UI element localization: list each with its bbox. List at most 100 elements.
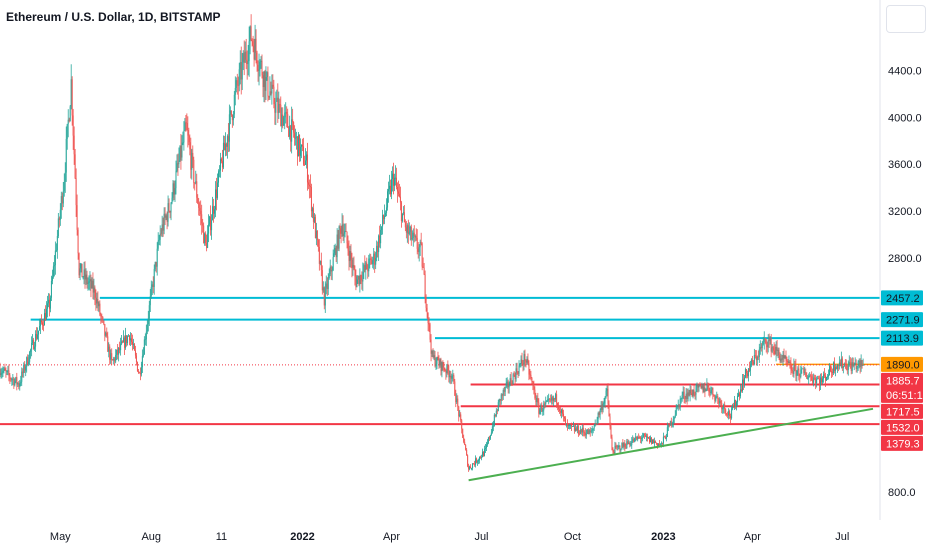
chart-settings-box[interactable] [886,5,926,33]
candle-body-743 [734,399,736,408]
candle-body-739 [730,416,732,419]
candle-body-803 [793,364,795,374]
candle-body-314 [309,186,311,188]
candle-body-328 [323,287,325,306]
candle-body-86 [84,269,86,280]
candle-body-64 [62,191,64,204]
candle-body-540 [533,385,535,390]
candle-body-121 [119,347,121,351]
candle-body-100 [98,303,100,307]
candle-body-36 [35,334,37,347]
candle-body-595 [587,429,589,435]
candle-body-323 [318,246,320,264]
candle-body-836 [826,377,828,381]
candle-body-662 [653,441,655,444]
candle-body-288 [284,112,286,118]
candle-body-706 [697,385,699,388]
candle-body-493 [486,442,488,445]
candle-body-272 [268,96,270,98]
candle-body-584 [576,426,578,431]
candle-body-841 [830,371,832,373]
candle-body-352 [347,243,349,251]
bar-countdown: 06:51:10 [886,390,929,402]
candle-body-228 [224,143,226,151]
candle-body-673 [664,436,666,439]
candle-body-176 [173,183,175,195]
candle-body-865 [854,362,856,364]
candle-body-65 [63,181,65,192]
candle-body-68 [66,124,68,139]
price-tag-label-0: 2457.2 [886,293,920,305]
candle-body-707 [698,385,700,388]
candle-body-560 [553,398,555,401]
candle-body-123 [121,341,123,344]
candle-body-868 [857,361,859,367]
time-tick-label-4: Apr [383,531,400,543]
candle-body-77 [75,178,77,206]
candle-body-737 [728,411,730,416]
candle-body-418 [412,232,414,239]
price-tag-6: 1532.0 [881,419,923,435]
candle-body-239 [235,80,237,88]
candle-body-568 [561,409,563,413]
candle-body-620 [612,450,614,452]
candle-body-414 [408,231,410,234]
candle-body-367 [362,271,364,282]
candle-body-376 [371,259,373,265]
candle-body-107 [105,332,107,336]
candle-body-151 [148,305,150,319]
candle-body-198 [195,181,197,184]
candle-body-569 [562,409,564,414]
candle-body-299 [295,137,297,139]
candle-body-661 [653,439,655,444]
candle-body-267 [263,71,265,88]
candle-body-642 [634,438,636,442]
candle-body-456 [450,375,452,379]
candle-body-683 [674,414,676,418]
candle-body-793 [783,354,785,359]
candle-body-297 [293,122,295,133]
candle-body-825 [815,377,817,384]
candle-body-638 [630,444,632,446]
candle-body-727 [718,398,720,404]
candle-body-812 [802,368,804,370]
candle-body-690 [681,394,683,399]
candle-body-401 [395,177,397,187]
candle-body-736 [727,414,729,416]
candle-body-57 [55,250,57,252]
candle-body-31 [30,349,32,352]
time-axis[interactable]: May Aug 11 2022 Apr Jul Oct 2023 Apr Jul [50,531,849,543]
candle-body-804 [794,364,796,366]
candle-body-801 [791,370,793,372]
candle-body-767 [757,356,759,358]
candle-body-261 [257,64,259,71]
candle-body-189 [186,123,188,131]
candle-body-334 [329,266,331,275]
candle-body-702 [693,389,695,395]
candle-body-487 [480,457,482,459]
candle-body-126 [124,337,126,348]
candle-body-581 [573,426,575,431]
candle-body-113 [111,353,113,360]
candle-body-340 [335,247,337,258]
candle-body-534 [527,358,529,364]
support-trendline[interactable] [468,407,874,482]
time-tick-label-5: Jul [474,531,488,543]
candle-body-266 [262,75,264,88]
candle-body-220 [217,182,219,198]
candle-body-740 [731,408,733,419]
candle-body-648 [640,437,642,440]
candle-body-398 [392,173,394,186]
candle-body-784 [774,350,776,355]
candle-body-634 [626,441,628,449]
candle-body-61 [59,209,61,220]
candle-body-93 [91,280,93,289]
candle-body-142 [139,373,141,375]
candle-body-755 [745,369,747,374]
candle-body-48 [46,303,48,309]
candle-body-742 [733,406,735,408]
candle-body-405 [399,196,401,203]
candle-body-143 [140,367,142,375]
candle-body-92 [90,279,92,289]
